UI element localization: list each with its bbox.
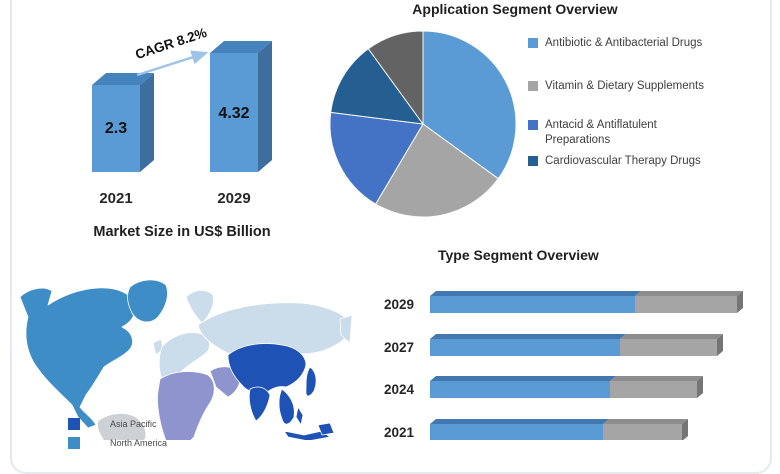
legend-item-cardiovascular: Cardiovascular Therapy Drugs <box>528 154 701 169</box>
region-indonesia <box>283 430 331 440</box>
hbar-segment1-2021 <box>430 424 603 440</box>
type-segment-chart <box>430 291 743 440</box>
world-map <box>19 279 353 440</box>
map-legend-label: Asia Pacific <box>110 419 157 429</box>
axis-label-2021: 2021 <box>99 190 133 207</box>
type-axis-label-2029: 2029 <box>383 297 414 312</box>
region-india <box>248 386 271 422</box>
legend-swatch-antibiotic <box>528 38 538 48</box>
legend-label: Antibiotic & Antibacterial Drugs <box>545 37 703 49</box>
hbar-top-blue-2029 <box>430 291 641 296</box>
pie-slice-2 <box>374 123 499 218</box>
hbar-endcap-2021 <box>682 419 688 440</box>
region-philippines <box>295 406 304 426</box>
map-legend-swatch-north-america <box>68 437 80 449</box>
legend-swatch-cardiovascular <box>528 156 538 166</box>
hbar-top-gray-2024 <box>610 376 703 381</box>
region-russia <box>197 302 351 358</box>
pie-slice-4 <box>330 48 425 125</box>
hbar-top-gray-2029 <box>635 291 743 296</box>
application-segment-title: Application Segment Overview <box>412 1 618 17</box>
hbar-segment1-2029 <box>430 296 635 313</box>
type-axis-label-2024: 2024 <box>383 382 414 397</box>
region-north-america <box>19 287 136 429</box>
region-southeast-asia <box>278 388 295 425</box>
region-kamchatka <box>339 314 353 344</box>
hbar-segment2-2024 <box>610 381 697 398</box>
column-side-2021 <box>140 73 154 172</box>
hbar-segment2-2029 <box>635 296 737 313</box>
column-front-2021 <box>92 85 140 172</box>
legend-label: Antacid & Antiflatulent Preparations <box>545 119 657 146</box>
legend-label: Vitamin & Dietary Supplements <box>545 80 704 92</box>
pie-slice-1 <box>422 30 517 180</box>
map-legend-item-north-america: North America <box>68 437 167 449</box>
pie-slice-5 <box>367 30 424 126</box>
column-top-2029 <box>210 41 272 53</box>
type-axis-label-2027: 2027 <box>383 340 414 355</box>
cagr-arrow <box>136 50 209 77</box>
region-europe-scandinavia <box>185 289 214 324</box>
pie-legend: Antibiotic & Antibacterial Drugs Vitamin… <box>528 0 778 220</box>
hbar-top-gray-2021 <box>603 419 688 424</box>
hbar-endcap-2024 <box>697 376 703 398</box>
region-south-america <box>96 413 147 440</box>
bar-value-2029: 4.32 <box>218 105 250 122</box>
type-axis-label-2021: 2021 <box>383 425 414 440</box>
market-size-chart <box>92 41 272 172</box>
hbar-top-blue-2024 <box>430 376 616 381</box>
hbar-endcap-2029 <box>737 291 743 313</box>
hbar-endcap-2027 <box>717 334 723 356</box>
map-legend-item-asia-pacific: Asia Pacific <box>68 418 157 430</box>
column-top-2021 <box>92 73 154 85</box>
legend-item-vitamin: Vitamin & Dietary Supplements <box>528 79 704 94</box>
column-side-2029 <box>258 41 272 172</box>
hbar-top-blue-2021 <box>430 419 609 424</box>
region-africa <box>157 371 215 440</box>
region-new-guinea <box>317 422 335 436</box>
hbar-segment2-2027 <box>620 339 717 356</box>
legend-swatch-vitamin <box>528 81 538 91</box>
legend-label: Cardiovascular Therapy Drugs <box>545 155 701 167</box>
region-japan <box>305 366 317 397</box>
application-segment-pie <box>329 30 517 218</box>
legend-item-antacid: Antacid & Antiflatulent Preparations <box>528 118 715 148</box>
hbar-segment1-2024 <box>430 381 610 398</box>
column-front-2029 <box>210 53 258 172</box>
market-size-title: Market Size in US$ Billion <box>93 224 271 240</box>
hbar-top-gray-2027 <box>620 334 723 339</box>
type-segment-title: Type Segment Overview <box>438 247 599 263</box>
hbar-segment2-2021 <box>603 424 682 440</box>
map-legend-swatch-asia-pacific <box>68 418 80 430</box>
pie-slice-3 <box>329 111 424 205</box>
region-greenland <box>127 279 168 323</box>
infographic-canvas: { "map": { "legend": [ {"label": "Asia P… <box>10 0 778 474</box>
hbar-segment1-2027 <box>430 339 620 356</box>
axis-label-2029: 2029 <box>217 190 251 207</box>
hbar-top-blue-2027 <box>430 334 626 339</box>
region-china-central-asia <box>227 343 307 396</box>
bar-value-2021: 2.3 <box>104 120 128 137</box>
legend-swatch-antacid <box>528 120 538 130</box>
legend-item-antibiotic: Antibiotic & Antibacterial Drugs <box>528 36 702 51</box>
